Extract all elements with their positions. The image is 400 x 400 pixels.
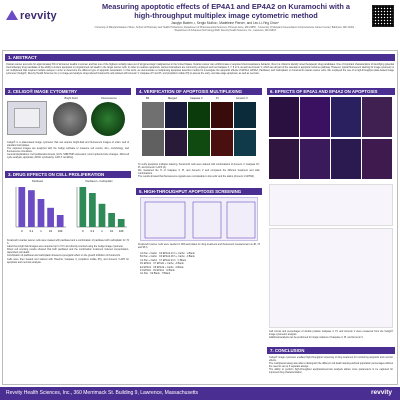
column-header: Merged <box>168 97 177 100</box>
table-row: G1 Pac C9 Blank H Blank <box>140 272 171 276</box>
list-item: Cells were then treated and stained with… <box>7 257 129 264</box>
table-row: C1 Pac + Carbo C7 EP4A2 24 h C Blank <box>140 258 186 262</box>
chart-tick-label: 0 <box>82 229 84 233</box>
plate-map-icon <box>144 201 256 239</box>
column-header: Annexin V <box>236 97 248 100</box>
table-row: D1 EP4A1 C7 EP4A1 + Carbo A Blank <box>140 262 184 266</box>
chart-title-paclitaxel: Paclitaxel <box>31 180 44 183</box>
poster-affiliations: ¹University of Maryland Eastern Shore, S… <box>94 26 356 32</box>
chart-tick-label: 100 <box>58 229 63 233</box>
effects-bullets: Cell counts and percentages of double po… <box>269 330 393 339</box>
fluorescence-well-image <box>91 102 125 136</box>
list-item: The results showed that fluorescence sig… <box>138 175 255 179</box>
list-item: Kuramochi ovarian cancer cells were trea… <box>7 239 129 246</box>
poster-authors: Jacqlyn Baxter¹,², Sergio Muñoz¹, Madele… <box>171 21 279 25</box>
section-verification-heading: 4. VERIFICATION OF APOPTOSIS MULTIPLEXIN… <box>136 88 262 95</box>
bright-field-well-image <box>53 102 87 136</box>
chart-tick-label: 1 <box>101 229 103 233</box>
abstract-text: Ovarian cancer accounts for approximatel… <box>6 63 394 76</box>
effects-bar-charts <box>269 228 393 328</box>
chart-bar <box>18 187 26 227</box>
list-item: Combination of paclitaxel and carboplati… <box>7 254 121 258</box>
table-row: B1 Pac + Carbo C6 EP4A2 48 h + Carbo A B… <box>140 255 195 259</box>
section-effects-heading: 6. EFFECTS OF EP4A1 AND EP4A2 ON APOPTOS… <box>267 88 395 95</box>
list-item: The ability to perform high-throughput a… <box>269 368 393 375</box>
list-item: General Applications: Cell proliferation… <box>7 153 129 160</box>
list-item: The multiplexed assay was able to distin… <box>269 362 393 369</box>
effects-image-grid <box>269 97 393 181</box>
revvity-logo: revvity <box>6 10 57 22</box>
screening-caption: Kuramochi cancer cells were seeded in 38… <box>138 243 260 250</box>
verification-bullets: To verify apoptosis multiplex staining, … <box>138 163 260 178</box>
screening-table: A1 Pac + Carbo C6 EP4A2 24 h + Carbo L B… <box>140 252 260 276</box>
section-proliferation-heading: 3. DRUG EFFECTS ON CELL PROLIFERATION <box>5 171 131 178</box>
list-item: Cell counts and percentages of double po… <box>269 330 393 337</box>
chart-bar <box>79 187 87 227</box>
footer-logo: revvity <box>371 389 392 396</box>
table-row: F1 EP4A2 C9 EP4A1 G Blank <box>140 269 175 273</box>
proliferation-bullets: Kuramochi ovarian cancer cells were trea… <box>7 239 129 264</box>
section-celigo-heading: 2. CELIGO® IMAGE CYTOMETRY <box>5 88 131 95</box>
list-item: Direct cell counting results showed that… <box>7 248 129 255</box>
chart-tick-label: 0.1 <box>91 229 95 233</box>
verification-grid: BF Merged Caspase 3 PI Annexin V <box>138 97 260 163</box>
plate-layout-figure <box>140 197 258 241</box>
section-screening-heading: 5. HIGH-THROUGHPUT APOPTOSIS SCREENING <box>136 188 262 195</box>
fluorescence-label: Fluorescence <box>101 97 117 100</box>
chart-bar <box>98 203 106 227</box>
chart-tick-label: 0 <box>21 229 23 233</box>
chart-bar <box>56 215 64 227</box>
chart-bar <box>28 190 35 227</box>
column-header: Caspase 3 <box>190 97 203 100</box>
table-row: A1 Pac + Carbo C6 EP4A2 24 h + Carbo L B… <box>140 252 195 255</box>
logo-text: revvity <box>20 10 57 22</box>
conclusion-bullets: Celigo® image cytometer enabled high-thr… <box>269 356 393 375</box>
chart-bar <box>117 219 125 227</box>
list-item: To verify apoptosis multiplex staining, … <box>138 163 260 170</box>
footer-address: Revvity Health Sciences, Inc., 360 Merri… <box>6 390 199 396</box>
list-item: The captured images are analyzed with th… <box>7 147 129 154</box>
poster-frame <box>2 50 398 385</box>
chart-bar <box>37 199 45 227</box>
section-conclusion-heading: 7. CONCLUSION <box>267 347 395 354</box>
poster-footer: Revvity Health Sciences, Inc., 360 Merri… <box>0 387 400 400</box>
chart-tick-label: 100 <box>119 229 124 233</box>
logo-triangle-icon <box>6 10 18 20</box>
chart-bar <box>89 193 96 227</box>
list-item: We measured the % of Caspase 3, PI, and … <box>138 169 260 176</box>
list-item: Celigo® is a plate-based image cytometer… <box>7 141 129 148</box>
list-item: Label-free bright field images were acqu… <box>7 245 124 249</box>
section-abstract-heading: 1. ABSTRACT <box>5 54 395 61</box>
qr-code-icon <box>372 5 394 27</box>
celigo-figure: Bright Field Fluorescence <box>7 97 129 139</box>
celigo-bullets: Celigo® is a plate-based image cytometer… <box>7 141 129 160</box>
poster-title: Measuring apoptotic effects of EP4A1 and… <box>101 2 351 20</box>
chart-tick-label: 1 <box>40 229 42 233</box>
column-header: PI <box>216 97 219 100</box>
list-item: Celigo® image cytometer enabled high-thr… <box>269 356 393 363</box>
chart-bar <box>108 213 115 227</box>
effects-chart-panel <box>269 184 393 226</box>
chart-bar <box>47 207 54 227</box>
table-row: E1 EP4A1 C8 EP4A2 + Carbo A Blank <box>140 265 184 269</box>
celigo-instrument-image <box>7 101 47 135</box>
list-item: Additional analysis can be performed for… <box>269 336 364 340</box>
proliferation-chart-paclitaxel: 0 0.1 1 10 100 <box>15 187 66 233</box>
bright-field-label: Bright Field <box>64 97 78 100</box>
chart-title-combination: Paclitaxel + Carboplatin <box>85 180 113 183</box>
column-header: BF <box>146 97 150 100</box>
chart-tick-label: 0.1 <box>30 229 34 233</box>
chart-tick-label: 10 <box>110 229 113 233</box>
chart-tick-label: 10 <box>49 229 52 233</box>
poster-header: revvity Measuring apoptotic effects of E… <box>0 0 400 50</box>
proliferation-chart-combination: 0 0.1 1 10 100 <box>76 187 127 233</box>
